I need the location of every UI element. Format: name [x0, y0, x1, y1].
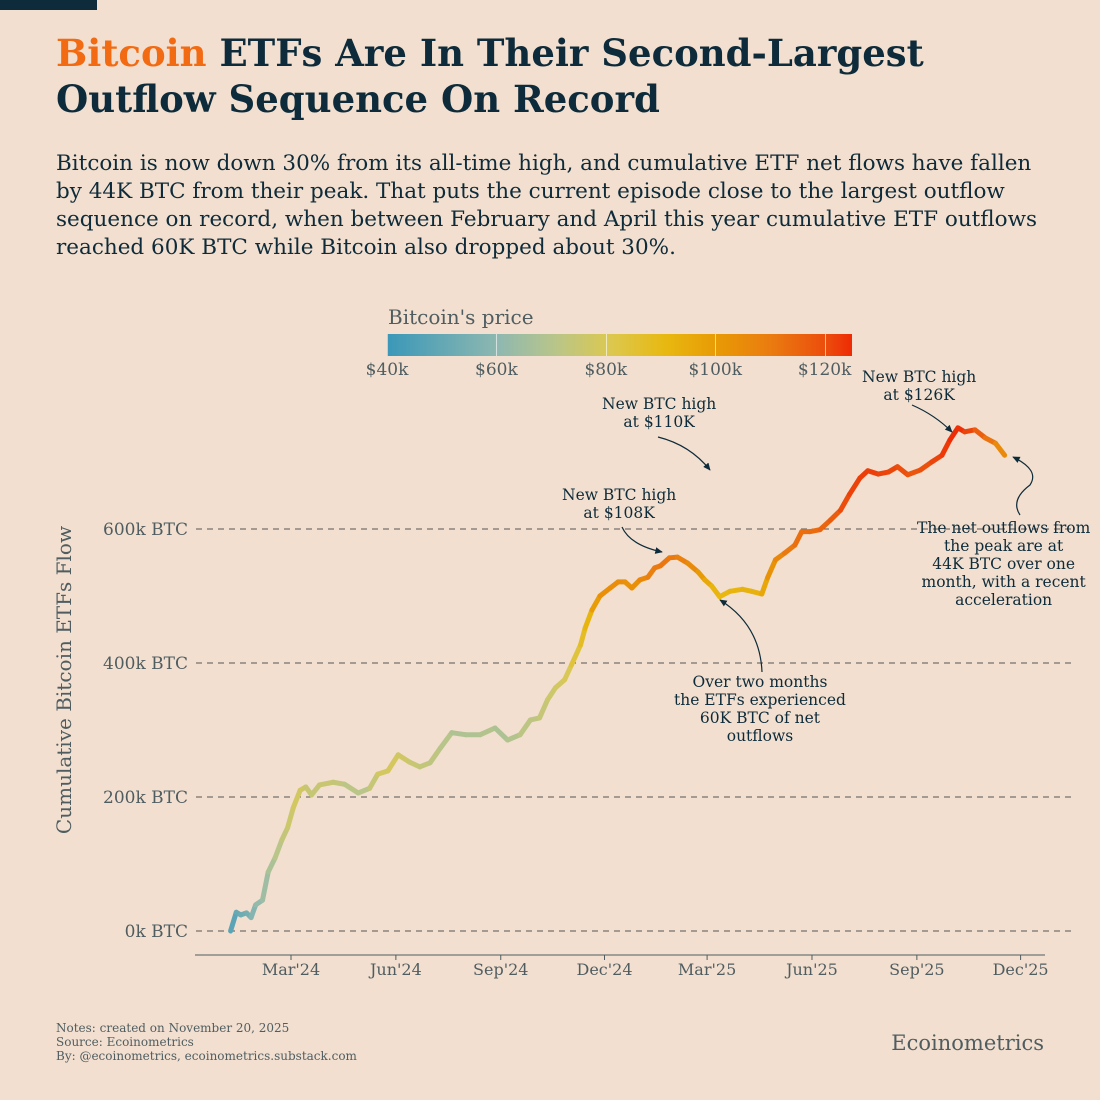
chart-subtitle: Bitcoin is now down 30% from its all-tim… — [56, 151, 1038, 260]
arrow-outflow60 — [719, 599, 763, 673]
x-tick-label: Mar'25 — [678, 960, 736, 979]
annotation-outflow-44k: The net outflows from the peak are at 44K … — [917, 519, 1091, 609]
arrow-high126 — [911, 404, 953, 433]
flow-line-segment — [792, 529, 805, 548]
flow-line-segment — [228, 909, 239, 934]
x-tick-label: Dec'24 — [576, 960, 632, 979]
legend-tick-label: $40k — [365, 360, 409, 380]
flow-line-segment — [837, 491, 853, 513]
flow-line-segment — [272, 837, 285, 861]
flow-line-segment — [589, 593, 603, 613]
title-accent: Bitcoin — [56, 31, 207, 75]
notes-source: Source: Ecoinometrics — [56, 1035, 194, 1049]
flow-line-segment — [477, 725, 498, 738]
y-tick-label: 200k BTC — [103, 788, 188, 808]
notes: Notes: created on November 20, 2025 Sour… — [56, 1021, 357, 1063]
flow-line-segment — [765, 557, 778, 581]
x-tick-label: Mar'24 — [262, 960, 320, 979]
y-tick-label: 600k BTC — [103, 520, 188, 540]
legend-tick-mark — [715, 334, 717, 356]
flow-line-segment — [939, 437, 953, 458]
flow-line-segment — [492, 725, 511, 743]
flow-line-segment — [582, 607, 595, 631]
y-tick-label: 400k BTC — [103, 654, 188, 674]
flow-line-segment — [437, 730, 455, 751]
flow-line-segment — [578, 625, 588, 648]
flow-line-segment — [265, 855, 278, 875]
annotation-high-110k: New BTC high at $110K — [602, 395, 717, 431]
brand-logo-text: Ecoinometrics — [891, 1031, 1044, 1055]
flow-line-segment — [759, 575, 771, 597]
legend-tick-mark — [605, 334, 607, 356]
legend-title: Bitcoin's price — [388, 305, 534, 329]
x-tick-label: Sep'25 — [889, 960, 944, 979]
y-tick-label: 0k BTC — [125, 922, 188, 942]
flow-line-segment — [562, 662, 574, 683]
flow-line-segment — [342, 781, 361, 796]
arrow-high110 — [657, 436, 711, 471]
y-axis-title: Cumulative Bitcoin ETFs Flow — [52, 526, 76, 834]
annotation-outflow-60k: Over two months the ETFs experienced 60K B… — [674, 673, 846, 745]
arrow-high108 — [621, 526, 663, 554]
x-tick-label: Jun'25 — [784, 960, 838, 979]
chart-title: Bitcoin ETFs Are In Their Second-Largest… — [56, 30, 1056, 122]
flow-line-segment — [537, 697, 550, 721]
arrow-outflow44 — [1012, 456, 1034, 516]
top-accent-bar — [0, 0, 97, 10]
x-tick-label: Sep'24 — [473, 960, 528, 979]
x-tick-label: Jun'24 — [368, 960, 422, 979]
notes-created: Notes: created on November 20, 2025 — [56, 1021, 290, 1035]
legend-tick-label: $120k — [797, 360, 852, 380]
flow-line-segment — [290, 787, 303, 811]
notes-by: By: @ecoinometrics, ecoinometrics.substa… — [56, 1049, 357, 1063]
price-color-scale — [387, 334, 852, 356]
legend-tick-mark — [496, 334, 498, 356]
flow-line-segment — [260, 869, 271, 903]
flow-line-segment — [847, 475, 863, 497]
title-rest: ETFs Are In Their Second-Largest Outflow… — [56, 31, 924, 121]
flow-line-segment — [993, 440, 1008, 458]
flow-line-segment — [568, 642, 584, 668]
annotation-high-108k: New BTC high at $108K — [562, 486, 677, 522]
flow-line-segment — [427, 745, 443, 766]
legend-tick-label: $100k — [688, 360, 743, 380]
flow-line-segment — [285, 805, 296, 831]
flow-line-segment — [385, 752, 401, 774]
legend-tick-label: $80k — [584, 360, 628, 380]
legend-tick-label: $60k — [475, 360, 518, 380]
x-tick-label: Dec'25 — [993, 960, 1049, 979]
annotation-high-126k: New BTC high at $126K — [862, 368, 977, 404]
flow-line-segment — [517, 717, 533, 738]
flow-line-segment — [367, 771, 381, 791]
legend-tick-mark — [387, 334, 388, 356]
legend-tick-mark — [824, 334, 826, 356]
